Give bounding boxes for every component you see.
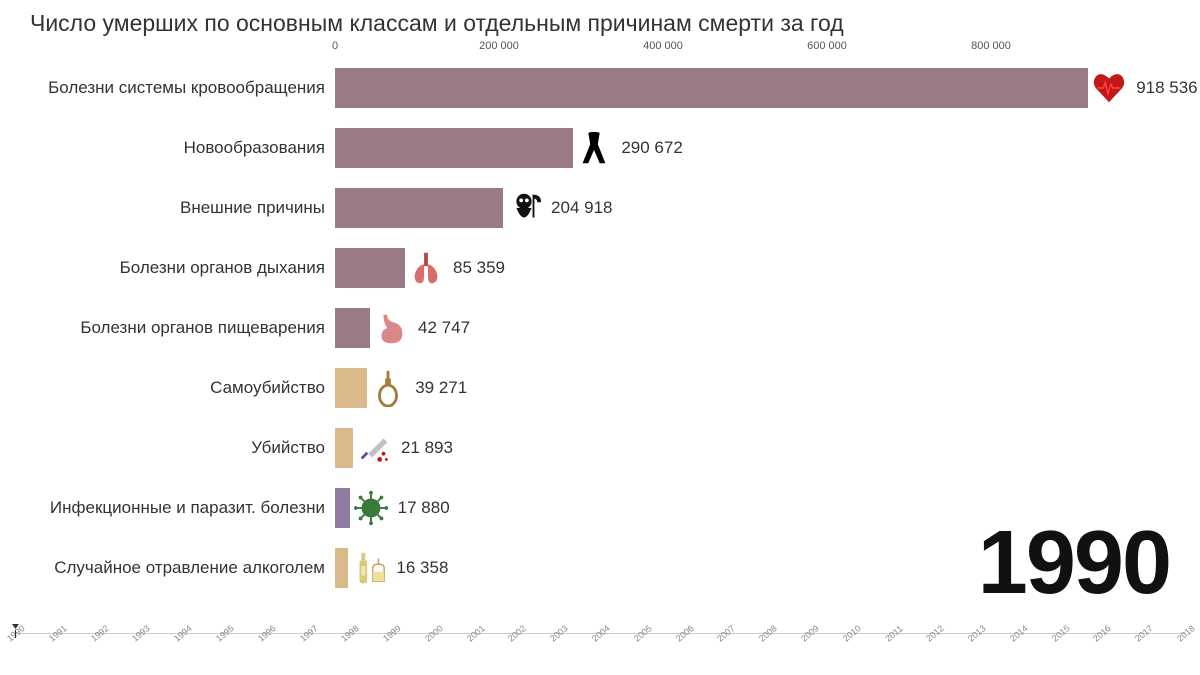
- bottle-icon: [350, 549, 388, 587]
- timeline-tick: 1995: [214, 623, 236, 644]
- timeline-tick: 1999: [381, 623, 403, 644]
- bar-row: Убийство21 893: [335, 420, 1155, 476]
- heart-icon: [1090, 69, 1128, 107]
- timeline-tick: 2017: [1133, 623, 1155, 644]
- bar: [335, 128, 573, 168]
- timeline-tick: 2014: [1008, 623, 1030, 644]
- bar: [335, 368, 367, 408]
- bar-value: 39 271: [415, 378, 467, 398]
- bar: [335, 428, 353, 468]
- timeline-tick: 2015: [1050, 623, 1072, 644]
- stomach-icon: [372, 309, 410, 347]
- x-axis: 0 200 000 400 000 600 000 800 000: [335, 40, 1155, 58]
- year-display: 1990: [978, 512, 1170, 615]
- bar-value: 16 358: [396, 558, 448, 578]
- bar-row: Болезни системы кровообращения918 536: [335, 60, 1155, 116]
- timeline-tick: 1991: [47, 623, 69, 644]
- bar-label: Инфекционные и паразит. болезни: [50, 498, 335, 518]
- bar-label: Самоубийство: [210, 378, 335, 398]
- bar-label: Внешние причины: [180, 198, 335, 218]
- bar: [335, 248, 405, 288]
- bar-value: 918 536: [1136, 78, 1197, 98]
- knife-icon: [355, 429, 393, 467]
- timeline-tick: 2016: [1091, 623, 1113, 644]
- x-axis-tick: 400 000: [643, 40, 683, 52]
- noose-icon: [369, 369, 407, 407]
- chart-title: Число умерших по основным классам и отде…: [0, 0, 1200, 41]
- timeline-tick: 2001: [465, 623, 487, 644]
- bar: [335, 488, 350, 528]
- x-axis-tick: 800 000: [971, 40, 1011, 52]
- timeline-tick: 2005: [632, 623, 654, 644]
- bar: [335, 548, 348, 588]
- timeline-tick: 1992: [89, 623, 111, 644]
- bar-label: Новообразования: [184, 138, 335, 158]
- bar: [335, 68, 1088, 108]
- bar-label: Случайное отравление алкоголем: [54, 558, 335, 578]
- bar-label: Болезни органов дыхания: [120, 258, 335, 278]
- bar-value: 17 880: [398, 498, 450, 518]
- timeline-tick: 2010: [841, 623, 863, 644]
- bar-row: Болезни органов дыхания85 359: [335, 240, 1155, 296]
- timeline-tick: 1994: [172, 623, 194, 644]
- timeline-tick: 2000: [423, 623, 445, 644]
- timeline-tick: 1993: [130, 623, 152, 644]
- bar-value: 290 672: [621, 138, 682, 158]
- timeline-tick: 2006: [674, 623, 696, 644]
- timeline-tick: 2018: [1175, 623, 1197, 644]
- x-axis-tick: 200 000: [479, 40, 519, 52]
- bar-row: Болезни органов пищеварения42 747: [335, 300, 1155, 356]
- timeline-tick: 2004: [590, 623, 612, 644]
- timeline-tick: 1998: [339, 623, 361, 644]
- bar-label: Болезни органов пищеварения: [80, 318, 335, 338]
- x-axis-tick: 0: [332, 40, 338, 52]
- bar-label: Убийство: [251, 438, 335, 458]
- timeline-tick: 2002: [506, 623, 528, 644]
- bar-value: 42 747: [418, 318, 470, 338]
- timeline-tick: 2009: [799, 623, 821, 644]
- bar-label: Болезни системы кровообращения: [48, 78, 335, 98]
- timeline-tick: 2011: [883, 624, 904, 644]
- bar: [335, 308, 370, 348]
- ribbon-icon: [575, 129, 613, 167]
- virus-icon: [352, 489, 390, 527]
- timeline-tick: 1996: [256, 623, 278, 644]
- reaper-icon: [505, 189, 543, 227]
- timeline-tick: 2013: [966, 623, 988, 644]
- timeline-marker: [15, 630, 16, 638]
- timeline-tick: 2003: [548, 623, 570, 644]
- bar-row: Самоубийство39 271: [335, 360, 1155, 416]
- bar-row: Новообразования290 672: [335, 120, 1155, 176]
- x-axis-tick: 600 000: [807, 40, 847, 52]
- timeline-tick: 1997: [297, 623, 319, 644]
- bar-value: 21 893: [401, 438, 453, 458]
- lungs-icon: [407, 249, 445, 287]
- timeline-tick: 2007: [715, 623, 737, 644]
- timeline-tick: 2012: [924, 623, 946, 644]
- bar-value: 85 359: [453, 258, 505, 278]
- timeline-tick: 2008: [757, 623, 779, 644]
- bar-value: 204 918: [551, 198, 612, 218]
- bar: [335, 188, 503, 228]
- bar-row: Внешние причины204 918: [335, 180, 1155, 236]
- timeline: 1990199119921993199419951996199719981999…: [15, 633, 1185, 657]
